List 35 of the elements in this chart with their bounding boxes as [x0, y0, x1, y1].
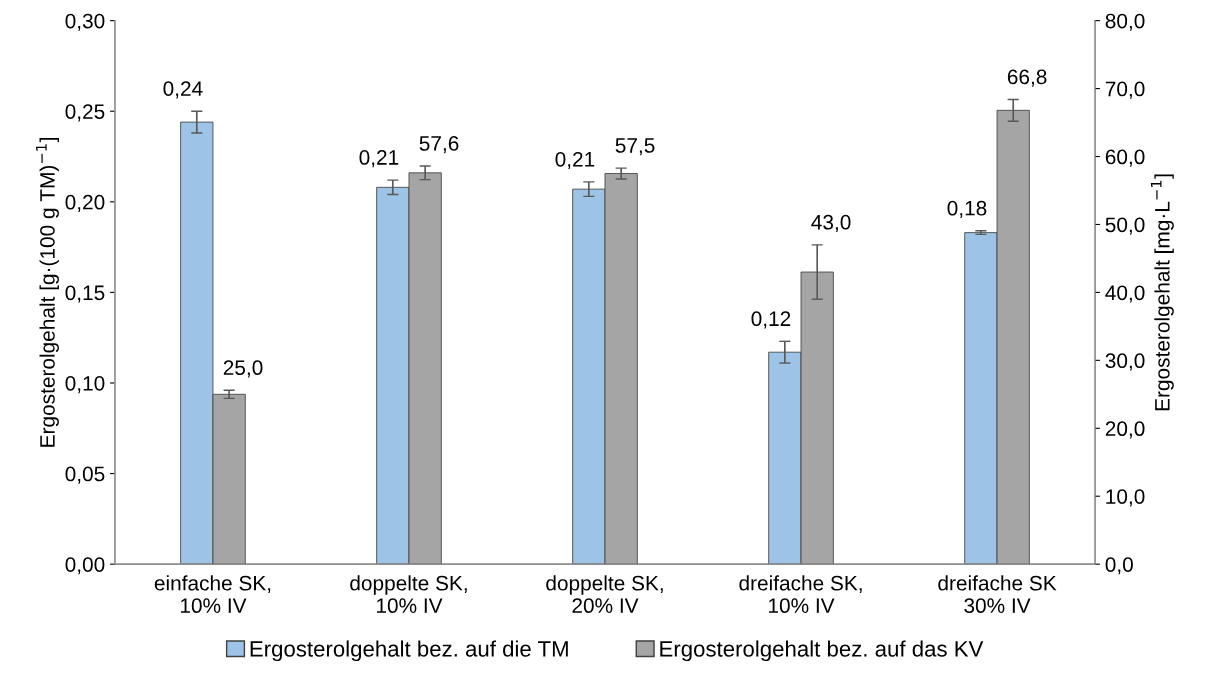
- y2-tick-label: 0,0: [1105, 557, 1133, 575]
- data-label: 43,0: [811, 214, 851, 233]
- data-label: 0,21: [359, 150, 399, 168]
- y-tick-label: 0,05: [65, 466, 105, 484]
- y-tick-label: 0,20: [65, 194, 105, 213]
- x-tick-label: einfache SK, 10% IV: [154, 575, 271, 614]
- data-label: 0,21: [555, 151, 595, 170]
- y-tick-label: 0,25: [65, 104, 105, 122]
- legend-label: Ergosterolgehalt bez. auf die TM: [250, 640, 568, 662]
- data-label: 57,5: [615, 138, 655, 156]
- data-label: 0,18: [947, 200, 987, 219]
- x-tick-label: dreifache SK 30% IV: [938, 575, 1057, 614]
- x-tick-label: dreifache SK, 10% IV: [739, 575, 862, 614]
- data-label: 57,6: [419, 136, 459, 154]
- data-label: 25,0: [223, 360, 263, 378]
- y2-tick-label: 40,0: [1105, 285, 1145, 303]
- y-tick-label: 0,00: [65, 557, 105, 575]
- y-axis-title: Ergosterolgehalt [g·(100 g TM)$^{−1}$]: [36, 138, 59, 447]
- y-tick-label: 0,10: [65, 375, 105, 394]
- data-label: 0,24: [163, 81, 203, 99]
- y2-tick-label: 50,0: [1105, 217, 1145, 235]
- data-label: 66,8: [1007, 69, 1047, 87]
- y2-tick-label: 20,0: [1105, 421, 1145, 439]
- y2-tick-label: 80,0: [1105, 13, 1145, 31]
- legend-label: Ergosterolgehalt bez. auf das KV: [660, 640, 984, 662]
- y2-axis-title: Ergosterolgehalt [mg·L$^{−1}$]: [1150, 174, 1174, 411]
- y2-tick-label: 70,0: [1105, 81, 1145, 99]
- y2-tick-label: 10,0: [1106, 489, 1145, 507]
- y2-tick-label: 30,0: [1105, 353, 1145, 371]
- data-label: 0,12: [751, 311, 791, 329]
- y-tick-label: 0,30: [65, 13, 105, 31]
- x-tick-label: doppelte SK, 10% IV: [350, 575, 467, 614]
- y-tick-label: 0,15: [65, 285, 105, 303]
- x-tick-label: doppelte SK, 20% IV: [546, 575, 663, 614]
- y2-tick-label: 60,0: [1105, 149, 1145, 167]
